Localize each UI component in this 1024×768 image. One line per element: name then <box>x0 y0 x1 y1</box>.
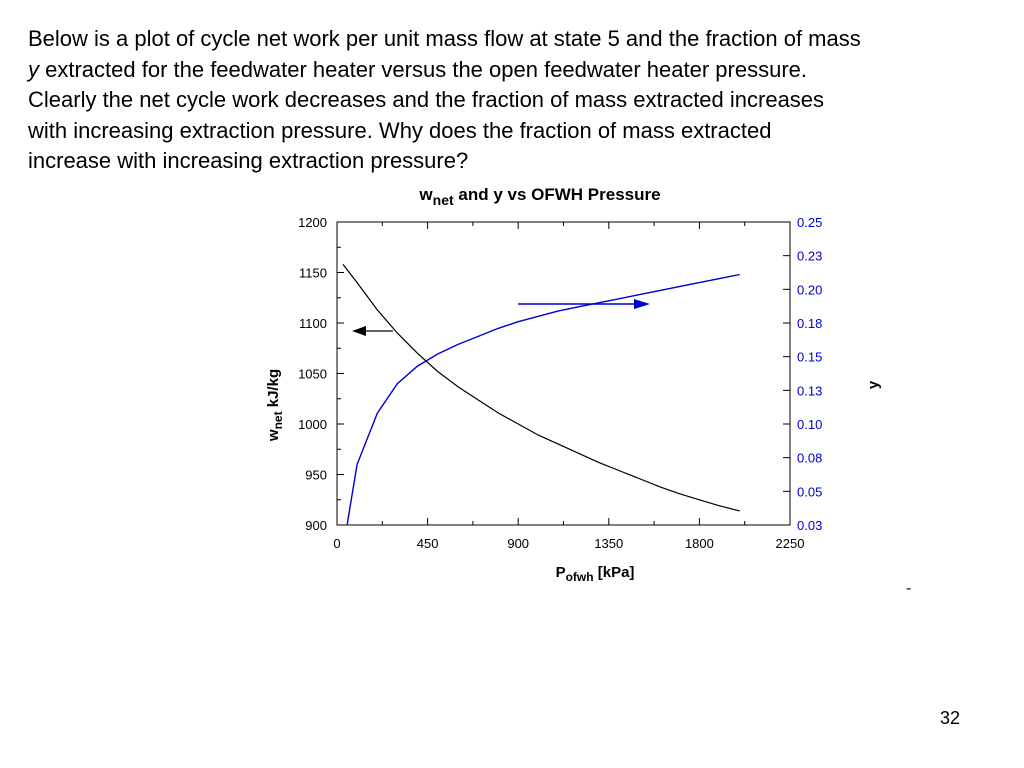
axis-ticks <box>336 221 791 526</box>
intro-variable-y: y <box>28 56 39 82</box>
page-number: 32 <box>940 708 961 728</box>
right-axis-arrow <box>518 299 650 309</box>
x-tick-label: 900 <box>507 536 529 551</box>
chart-title: wnet and y vs OFWH Pressure <box>418 185 660 208</box>
y-right-tick-label: 0.08 <box>797 451 822 466</box>
x-tick-label: 1800 <box>685 536 714 551</box>
y-left-tick-label: 1050 <box>298 367 327 382</box>
intro-line-2: extracted for the feedwater heater versu… <box>39 56 808 82</box>
intro-line-5: increase with increasing extraction pres… <box>28 148 469 173</box>
y-right-tick-label: 0.15 <box>797 350 822 365</box>
x-axis-label: Pofwh [kPa] <box>556 564 635 584</box>
y-right-tick-label: 0.25 <box>797 215 822 230</box>
y-series-line <box>346 273 740 526</box>
y-left-tick-label: 1100 <box>299 316 327 331</box>
x-tick-label: 0 <box>333 536 340 551</box>
y-right-axis-label: y <box>865 380 882 389</box>
plot-frame <box>336 221 791 526</box>
intro-line-1: Below is a plot of cycle net work per un… <box>28 26 861 51</box>
x-tick-label: 1350 <box>594 536 623 551</box>
y-right-tick-labels: 0.25 0.23 0.20 0.18 0.15 0.13 0.10 0.08 0.05 0.03 <box>797 215 822 533</box>
intro-line-3: Clearly the net cycle work decreases and… <box>28 87 825 112</box>
y-left-tick-label: 1200 <box>298 215 327 230</box>
y-left-tick-label: 950 <box>305 468 327 483</box>
y-right-tick-label: 0.05 <box>797 484 822 499</box>
y-right-tick-label: 0.20 <box>797 282 822 297</box>
y-left-axis-label: wnet kJ/kg <box>265 369 285 442</box>
y-right-tick-label: 0.23 <box>797 249 822 264</box>
y-right-tick-label: 0.10 <box>797 417 822 432</box>
stray-dash: - <box>906 580 912 597</box>
left-axis-arrow <box>352 326 393 336</box>
intro-paragraph: Below is a plot of cycle net work per un… <box>28 24 1003 177</box>
y-left-tick-labels: 1200 1150 1100 1050 1000 950 900 <box>298 215 327 533</box>
x-tick-label: 2250 <box>776 536 805 551</box>
y-left-tick-label: 1150 <box>299 266 327 281</box>
y-left-tick-label: 1000 <box>298 417 327 432</box>
y-right-tick-label: 0.18 <box>797 316 822 331</box>
intro-line-4: with increasing extraction pressure. Why… <box>28 117 772 143</box>
x-tick-labels: 0 450 900 1350 1800 2250 <box>333 536 804 551</box>
wnet-series-line <box>342 264 740 512</box>
y-right-tick-label: 0.13 <box>797 383 822 398</box>
y-left-tick-label: 900 <box>305 518 327 533</box>
x-tick-label: 450 <box>417 536 439 551</box>
y-right-tick-label: 0.03 <box>797 518 822 533</box>
